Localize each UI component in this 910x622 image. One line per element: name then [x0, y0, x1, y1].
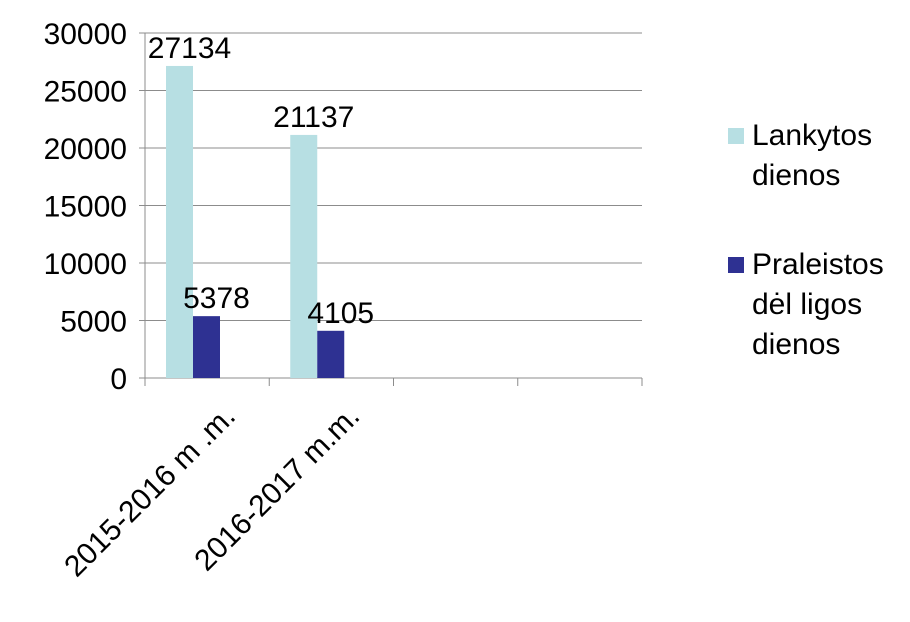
grid-lines — [145, 32, 642, 321]
bar — [290, 134, 318, 378]
data-label: 5378 — [183, 282, 250, 315]
y-tick-label: 15000 — [44, 191, 127, 224]
legend: Lankytos dienos Praleistos dėl ligos dienos — [728, 119, 884, 361]
legend-swatch — [728, 128, 744, 144]
legend-label: dienos — [752, 328, 840, 361]
data-label: 21137 — [273, 101, 354, 134]
legend-label: Praleistos — [752, 248, 884, 281]
bar — [317, 330, 345, 378]
y-tick-label: 0 — [110, 363, 127, 396]
y-tick-label: 5000 — [60, 306, 127, 339]
y-tick-label: 10000 — [44, 248, 127, 281]
y-tick-label: 30000 — [44, 18, 127, 51]
legend-label: Lankytos — [752, 119, 872, 152]
bars — [166, 65, 345, 379]
bar — [193, 316, 220, 378]
legend-swatch — [728, 257, 744, 273]
y-tick-label: 25000 — [44, 76, 127, 109]
legend-label: dėl ligos — [752, 288, 862, 321]
legend-label: dienos — [752, 159, 840, 192]
y-tick-label: 20000 — [44, 133, 127, 166]
data-labels: 27134 5378 21137 4105 — [148, 32, 374, 330]
data-label: 27134 — [148, 32, 231, 65]
data-label: 4105 — [307, 297, 374, 330]
bar — [166, 65, 193, 379]
